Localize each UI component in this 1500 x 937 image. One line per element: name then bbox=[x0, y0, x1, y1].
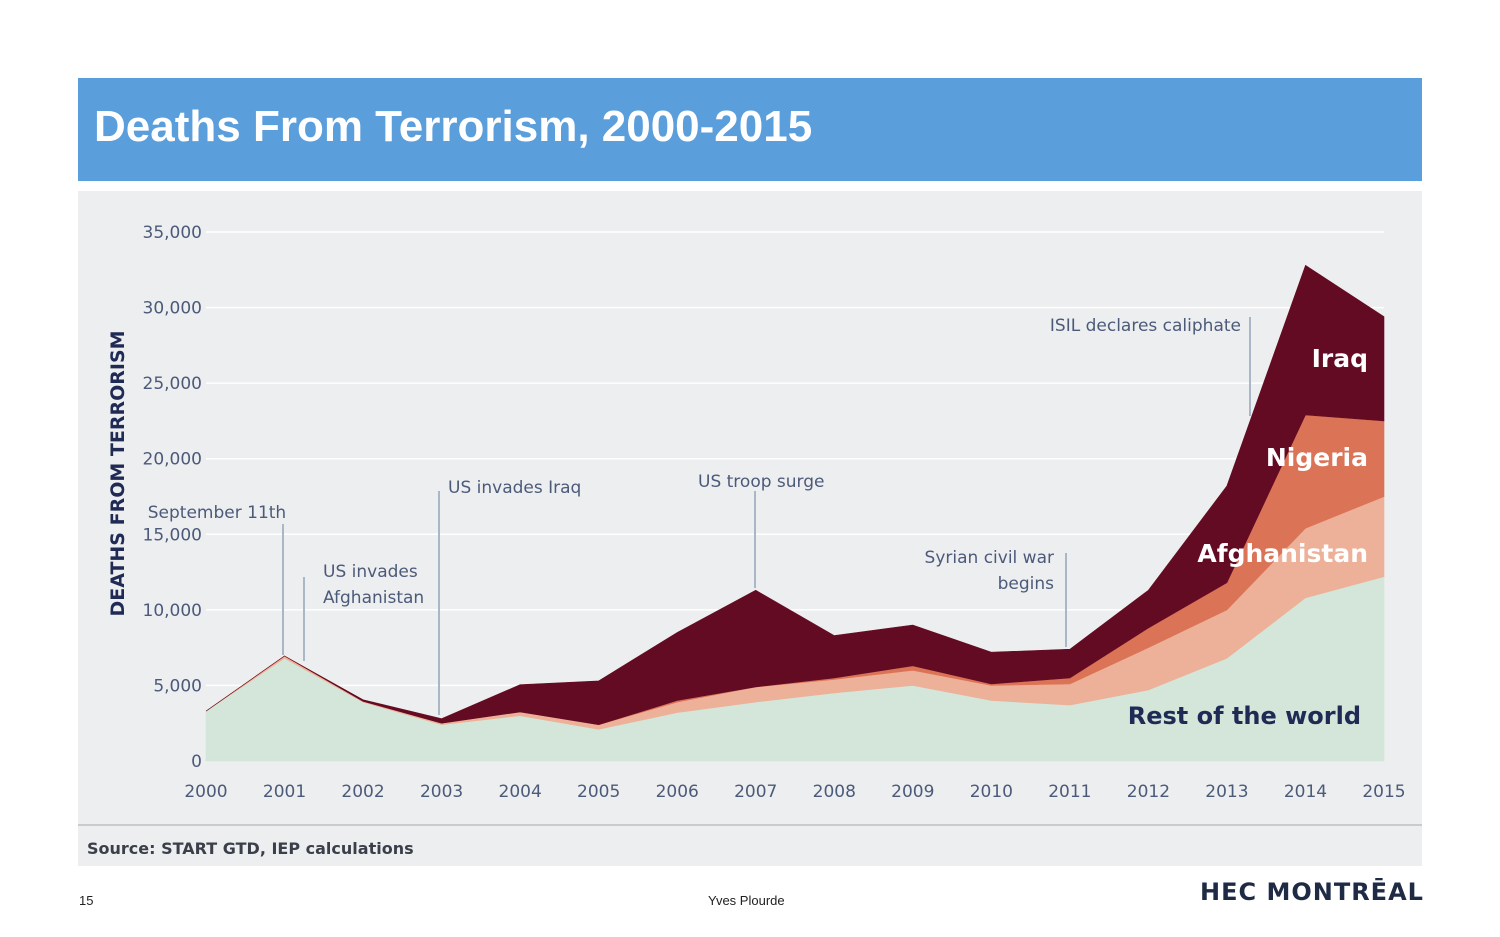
annotation-label: US invades Iraq bbox=[448, 478, 581, 498]
x-tick-label: 2007 bbox=[734, 782, 777, 802]
y-tick-label: 15,000 bbox=[143, 525, 202, 545]
series-labels: Rest of the world Afghanistan Nigeria Iraq bbox=[1128, 344, 1368, 730]
series-label-afghanistan: Afghanistan bbox=[1197, 539, 1368, 568]
x-tick-label: 2014 bbox=[1284, 782, 1327, 802]
grid-lines bbox=[206, 231, 1384, 687]
y-tick-label: 20,000 bbox=[143, 450, 202, 470]
annotations: September 11th US invades Afghanistan US in… bbox=[148, 316, 1251, 715]
x-tick-label: 2004 bbox=[499, 782, 542, 802]
annotation-label: US troop surge bbox=[698, 472, 825, 492]
title-bar: Deaths From Terrorism, 2000-2015 bbox=[78, 78, 1422, 181]
series-label-iraq: Iraq bbox=[1312, 344, 1368, 373]
x-tick-label: 2010 bbox=[970, 782, 1013, 802]
annotation-label: Syrian civil war begins bbox=[925, 548, 1055, 594]
axis-ticks: 0 5,000 10,000 15,000 20,000 25,000 30,000 35,0… bbox=[143, 223, 1406, 802]
source-divider bbox=[78, 824, 1422, 826]
x-tick-label: 2013 bbox=[1205, 782, 1248, 802]
y-axis-label: DEATHS FROM TERRORISM bbox=[107, 330, 129, 616]
annotation-label: September 11th bbox=[148, 503, 286, 523]
x-tick-label: 2001 bbox=[263, 782, 306, 802]
series-label-rest-of-the-world: Rest of the world bbox=[1128, 702, 1361, 730]
x-tick-label: 2012 bbox=[1127, 782, 1170, 802]
x-tick-label: 2015 bbox=[1362, 782, 1405, 802]
x-tick-label: 2008 bbox=[813, 782, 856, 802]
area-iraq bbox=[205, 264, 1385, 726]
annotation-label: ISIL declares caliphate bbox=[1050, 316, 1241, 336]
page-number: 15 bbox=[79, 893, 94, 908]
slide-title: Deaths From Terrorism, 2000-2015 bbox=[94, 102, 813, 151]
x-tick-label: 2003 bbox=[420, 782, 463, 802]
chart-panel: September 11th US invades Afghanistan US in… bbox=[78, 191, 1422, 866]
y-tick-label: 5,000 bbox=[153, 676, 202, 696]
x-tick-label: 2006 bbox=[656, 782, 699, 802]
stacked-areas bbox=[205, 264, 1385, 762]
series-label-nigeria: Nigeria bbox=[1266, 443, 1368, 472]
y-tick-label: 10,000 bbox=[143, 601, 202, 621]
x-tick-label: 2000 bbox=[184, 782, 227, 802]
annotation-label: US invades Afghanistan bbox=[323, 562, 424, 608]
x-tick-label: 2011 bbox=[1048, 782, 1091, 802]
y-tick-label: 25,000 bbox=[143, 374, 202, 394]
x-tick-label: 2009 bbox=[891, 782, 934, 802]
hec-montreal-logo: HEC MONTRĒAL bbox=[1200, 878, 1424, 906]
x-tick-label: 2002 bbox=[341, 782, 384, 802]
y-tick-label: 0 bbox=[191, 752, 202, 772]
source-note: Source: START GTD, IEP calculations bbox=[87, 839, 414, 858]
y-tick-label: 35,000 bbox=[143, 223, 202, 243]
x-tick-label: 2005 bbox=[577, 782, 620, 802]
area-chart: September 11th US invades Afghanistan US in… bbox=[107, 223, 1406, 802]
y-tick-label: 30,000 bbox=[143, 299, 202, 319]
author-name: Yves Plourde bbox=[708, 893, 785, 908]
